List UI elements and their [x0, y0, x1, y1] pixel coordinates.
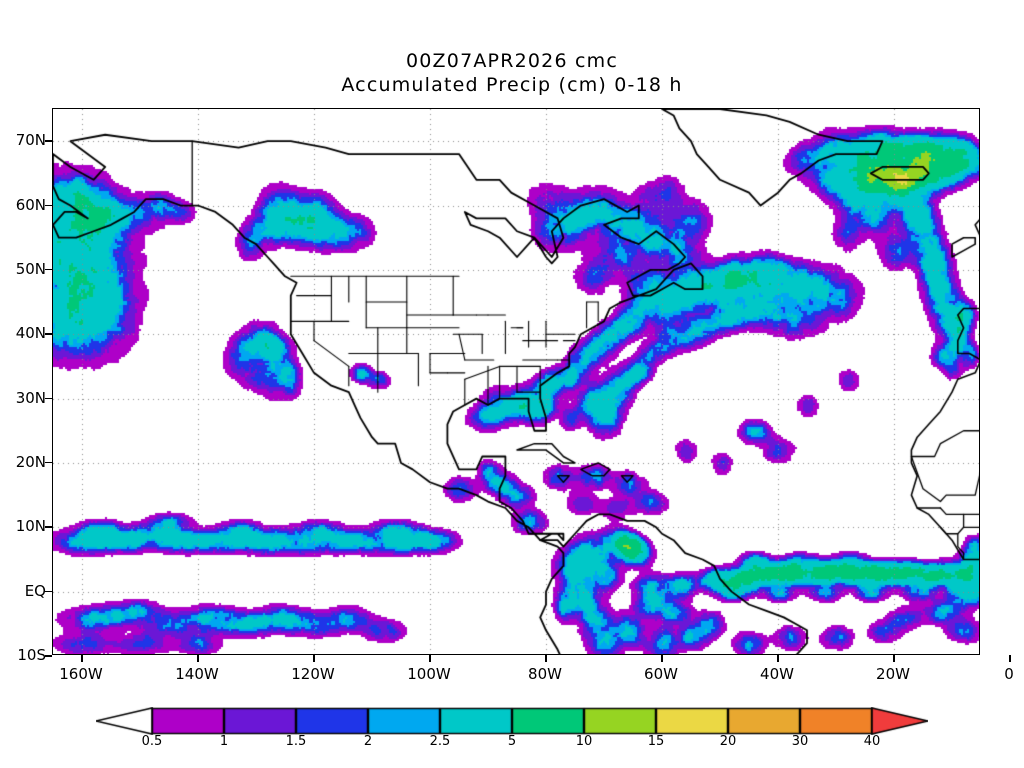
y-axis-tick [45, 397, 52, 400]
chart-subtitle: Accumulated Precip (cm) 0-18 h [341, 74, 683, 96]
y-axis-label-eq: EQ [24, 581, 46, 600]
colorbar-tick-20: 20 [719, 734, 737, 749]
x-axis-label-60w: 60W [644, 665, 678, 683]
colorbar-tick-5: 5 [507, 734, 517, 749]
y-axis-tick [45, 526, 52, 528]
colorbar-tick-10: 10 [575, 734, 593, 749]
x-axis-tick [313, 655, 315, 662]
y-axis-tick [45, 461, 52, 464]
x-axis-tick [81, 655, 83, 662]
y-axis-label-30n: 30N [15, 388, 46, 407]
colorbar-tick-2: 2 [363, 734, 373, 749]
precipitation-map [53, 109, 979, 654]
x-axis-tick [1009, 655, 1011, 662]
y-axis-tick [45, 333, 52, 335]
x-axis-label-140w: 140W [175, 665, 219, 683]
x-axis-label-80w: 80W [528, 665, 562, 683]
colorbar-tick-0-5: 0.5 [141, 734, 163, 749]
y-axis-tick [45, 268, 52, 271]
colorbar-tick-1: 1 [219, 734, 229, 749]
x-axis-label-160w: 160W [59, 665, 103, 683]
colorbar-swatches [96, 707, 928, 735]
x-axis-label-100w: 100W [407, 665, 451, 683]
x-axis-tick [429, 655, 431, 662]
colorbar-tick-40: 40 [863, 734, 881, 749]
y-axis-tick [45, 204, 52, 207]
x-axis-label-40w: 40W [760, 665, 794, 683]
colorbar-tick-30: 30 [791, 734, 809, 749]
y-axis-tick [45, 590, 52, 593]
colorbar-tick-2-5: 2.5 [429, 734, 451, 749]
y-axis-tick [45, 140, 52, 142]
x-axis-tick [545, 655, 547, 662]
y-axis-label-40n: 40N [15, 324, 46, 343]
y-axis-label-70n: 70N [15, 131, 46, 150]
y-axis-label-20n: 20N [15, 452, 46, 471]
map-plot-area [52, 108, 980, 655]
colorbar-tick-15: 15 [647, 734, 665, 749]
y-axis-label-60n: 60N [15, 195, 46, 214]
colorbar: 0.5 1 1.5 2 2.5 5 10 15 20 30 40 [0, 703, 1024, 763]
x-axis-label-0: 0 [1004, 665, 1014, 683]
x-axis-tick [777, 655, 779, 662]
x-axis-tick [197, 655, 199, 662]
colorbar-tick-1-5: 1.5 [285, 734, 307, 749]
y-axis-label-50n: 50N [15, 259, 46, 278]
x-axis-tick [661, 655, 663, 662]
x-axis-label-120w: 120W [291, 665, 335, 683]
x-axis-label-20w: 20W [876, 665, 910, 683]
page-title: 00Z07APR2026 cmc [405, 50, 619, 72]
y-axis-label-10n: 10N [15, 517, 46, 536]
y-axis-tick [45, 655, 52, 657]
y-axis-label-10s: 10S [17, 646, 46, 664]
x-axis-tick [893, 655, 895, 662]
